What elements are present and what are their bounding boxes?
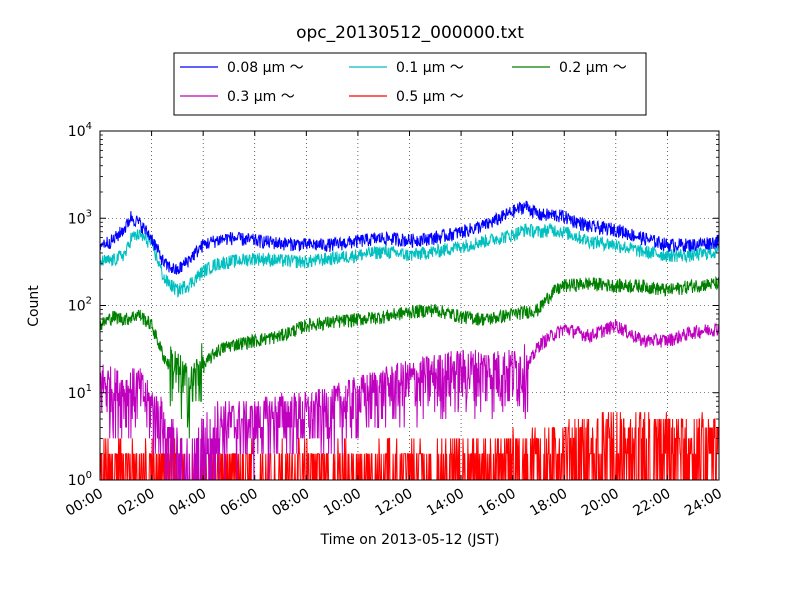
y-tick-label: 101	[68, 383, 92, 402]
y-tick-label: 104	[68, 121, 92, 140]
series-line	[100, 223, 719, 298]
legend: 0.08 μm ～ 0.1 μm ～ 0.2 μm ～ 0.3 μm ～ 0.5 μm …	[173, 52, 647, 116]
legend-label: 0.5 μm ～	[396, 89, 464, 105]
legend-label: 0.08 μm ～	[227, 60, 304, 76]
series-line	[100, 200, 719, 275]
y-tick-label: 102	[68, 296, 92, 315]
ticks	[99, 130, 720, 481]
legend-box	[173, 52, 647, 116]
y-tick-label: 100	[68, 470, 92, 489]
x-axis-label: Time on 2013-05-12 (JST)	[320, 532, 500, 548]
chart-title: opc_20130512_000000.txt	[296, 23, 524, 43]
series-line	[100, 319, 719, 480]
y-tick-label: 103	[68, 208, 92, 227]
legend-label: 0.2 μm ～	[559, 60, 627, 76]
legend-label: 0.1 μm ～	[396, 60, 464, 76]
y-axis-label: Count	[26, 285, 42, 327]
y-tick-labels: 100 101 102 103 104	[68, 121, 92, 489]
legend-label: 0.3 μm ～	[227, 89, 295, 105]
series-line	[100, 275, 719, 439]
series-layer	[100, 200, 719, 480]
